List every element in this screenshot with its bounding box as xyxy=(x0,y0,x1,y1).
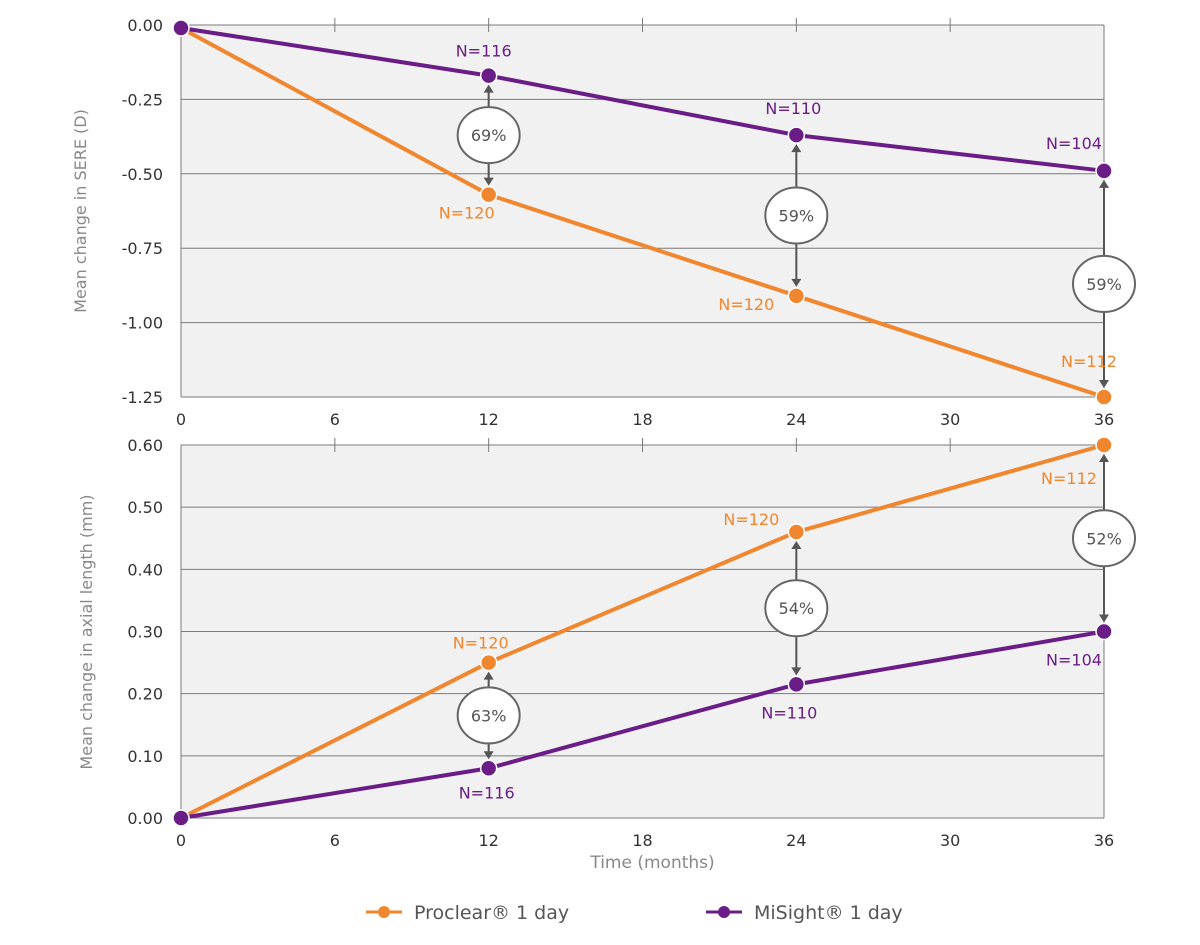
y-tick-label: -1.00 xyxy=(122,314,163,333)
sample-size-label-misight: N=104 xyxy=(1046,134,1102,153)
percent-reduction-label: 59% xyxy=(1086,275,1122,294)
sample-size-label-misight: N=116 xyxy=(459,783,515,802)
x-tick-label: 30 xyxy=(940,831,960,850)
percent-bubble xyxy=(764,579,829,638)
arrow-head-down xyxy=(483,177,494,186)
sample-size-label-misight: N=104 xyxy=(1046,651,1102,670)
x-tick-label: 18 xyxy=(632,831,652,850)
legend-item-proclear: Proclear® 1 day xyxy=(366,902,569,924)
percent-bubble xyxy=(764,186,829,245)
legend-label-misight: MiSight® 1 day xyxy=(754,902,903,924)
x-tick-label: 36 xyxy=(1094,410,1114,429)
legend-marker-proclear xyxy=(378,906,390,918)
percent-reduction-label: 69% xyxy=(471,126,507,145)
arrow-head-up xyxy=(1099,179,1109,188)
legend-marker-misight xyxy=(718,906,730,918)
data-point-proclear xyxy=(479,185,498,204)
series-line-misight xyxy=(180,25,1105,173)
sample-size-label-proclear: N=120 xyxy=(439,204,495,223)
data-point-misight xyxy=(479,66,498,85)
percent-reduction-label: 63% xyxy=(471,706,507,725)
sample-size-label-misight: N=116 xyxy=(456,42,512,61)
series-line-proclear xyxy=(180,443,1105,820)
x-tick-label: 6 xyxy=(330,410,340,429)
x-tick-label: 0 xyxy=(176,410,186,429)
legend-label-proclear: Proclear® 1 day xyxy=(414,902,569,924)
arrow-head-up xyxy=(791,541,802,550)
x-tick-label: 24 xyxy=(786,410,806,429)
x-tick-label: 6 xyxy=(330,831,340,850)
sample-size-label-proclear: N=120 xyxy=(453,634,509,653)
data-point-misight xyxy=(479,759,498,778)
arrow-head-up xyxy=(791,144,802,153)
sample-size-label-misight: N=110 xyxy=(765,99,821,118)
percent-reduction-label: 54% xyxy=(779,599,815,618)
sample-size-label-proclear: N=120 xyxy=(723,510,779,529)
arrow-head-up xyxy=(1099,454,1109,462)
percent-reduction-label: 52% xyxy=(1086,529,1122,548)
chart-panel-1: 0.00 -0.25 -0.50 -0.75 -1.00 -1.25 0 6 12 18 24 30 3… xyxy=(71,16,1136,429)
sample-size-label-misight: N=110 xyxy=(761,703,817,722)
x-tick-label: 30 xyxy=(940,410,960,429)
y-tick-label: 0.60 xyxy=(127,436,163,455)
arrow-head-down xyxy=(483,751,494,760)
arrow-head-down xyxy=(791,278,802,287)
sample-size-label-proclear: N=112 xyxy=(1061,352,1117,371)
data-point-misight xyxy=(787,126,806,144)
percent-bubble xyxy=(1072,509,1136,568)
arrow-head-up xyxy=(483,671,494,680)
percent-bubble xyxy=(1072,254,1136,313)
percent-bubble xyxy=(456,106,521,165)
y-axis-title: Mean change in SERE (D) xyxy=(71,109,90,313)
y-tick-label: 0.30 xyxy=(127,623,163,642)
x-tick-label: 0 xyxy=(176,831,186,850)
y-tick-label: 0.10 xyxy=(127,747,163,766)
y-tick-label: 0.40 xyxy=(127,560,163,579)
arrow-head-down xyxy=(1099,380,1109,388)
x-tick-label: 24 xyxy=(786,831,806,850)
percent-reduction-label: 59% xyxy=(779,206,815,225)
arrow-head-up xyxy=(483,84,494,93)
y-tick-label: 0.50 xyxy=(127,498,163,517)
y-tick-label: -1.25 xyxy=(122,388,163,407)
y-tick-label: -0.75 xyxy=(122,239,163,258)
plot-background xyxy=(181,25,1104,397)
chart-panel-2: 0.60 0.50 0.40 0.30 0.20 0.10 0.00 0 6 12 18 24 30 36… xyxy=(77,436,1136,873)
sample-size-label-proclear: N=120 xyxy=(718,295,774,314)
data-point-misight xyxy=(1095,162,1113,180)
arrow-head-down xyxy=(1099,614,1109,623)
legend: Proclear® 1 day MiSight® 1 day xyxy=(366,902,903,924)
x-tick-label: 18 xyxy=(632,410,652,429)
y-tick-label: -0.25 xyxy=(122,90,163,109)
data-point-proclear xyxy=(1095,436,1113,454)
x-axis-title: Time (months) xyxy=(589,853,714,873)
series-line-proclear xyxy=(180,26,1105,399)
x-tick-label: 12 xyxy=(478,410,498,429)
x-tick-label: 12 xyxy=(478,831,498,850)
legend-item-misight: MiSight® 1 day xyxy=(706,902,903,924)
data-point-proclear xyxy=(479,653,498,672)
data-point-proclear xyxy=(1095,388,1113,406)
y-tick-label: -0.50 xyxy=(122,165,163,184)
y-axis-title: Mean change in axial length (mm) xyxy=(77,494,96,769)
data-point-misight xyxy=(172,809,190,827)
sample-size-label-proclear: N=112 xyxy=(1041,469,1097,488)
data-point-proclear xyxy=(787,287,806,305)
data-point-misight xyxy=(787,675,806,694)
data-point-proclear xyxy=(787,523,806,541)
data-point-misight xyxy=(172,19,190,37)
arrow-head-down xyxy=(791,667,802,676)
y-tick-label: 0.00 xyxy=(127,809,163,828)
x-tick-label: 36 xyxy=(1094,831,1114,850)
y-tick-label: 0.20 xyxy=(127,685,163,704)
percent-bubble xyxy=(456,686,521,745)
y-tick-label: 0.00 xyxy=(127,16,163,35)
series-line-misight xyxy=(180,629,1105,820)
data-point-misight xyxy=(1095,622,1113,641)
